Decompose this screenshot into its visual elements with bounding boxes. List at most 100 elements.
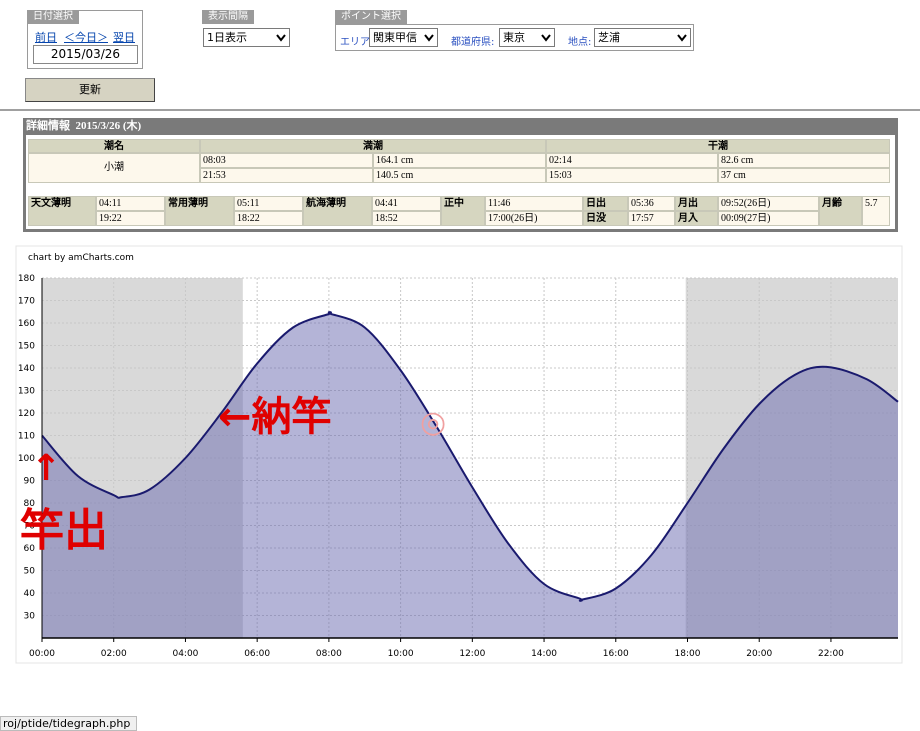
y-tick-label: 30 <box>24 612 36 622</box>
y-tick-label: 40 <box>24 589 36 599</box>
astro-value: 5.7 <box>862 196 890 226</box>
y-tick-label: 60 <box>24 544 36 554</box>
astro-label: 月出 <box>675 196 718 211</box>
astro-label: 日出 <box>583 196 628 211</box>
y-tick-label: 50 <box>24 567 36 577</box>
y-tick-label: 140 <box>18 364 35 374</box>
astro-value: 00:09(27日) <box>718 211 819 226</box>
astro-label: 月齢 <box>819 196 862 226</box>
dropdown-arrow <box>541 34 551 42</box>
x-tick-label: 12:00 <box>459 649 485 659</box>
x-tick-label: 08:00 <box>316 649 342 659</box>
tide-cell: 15:03 <box>546 168 718 183</box>
tide-chart: chart by amCharts.com 30 40 50 60 70 80 90 100 11… <box>15 245 903 664</box>
update-button[interactable]: 更新 <box>25 78 155 102</box>
astro-value: 17:00(26日) <box>485 211 583 226</box>
tide-header: 潮名 <box>28 139 200 153</box>
x-tick-label: 02:00 <box>101 649 127 659</box>
dropdown-arrow <box>677 34 687 42</box>
astro-value: 19:22 <box>96 211 165 226</box>
astro-value: 05:11 <box>234 196 303 211</box>
y-tick-label: 100 <box>18 454 35 464</box>
pref-label: 都道府県: <box>451 37 495 48</box>
astro-label: 正中 <box>441 196 485 226</box>
astro-value: 04:41 <box>372 196 441 211</box>
y-tick-label: 70 <box>24 522 36 532</box>
x-tick-label: 04:00 <box>172 649 198 659</box>
x-tick-label: 22:00 <box>818 649 844 659</box>
y-tick-label: 90 <box>24 477 36 487</box>
site-select[interactable]: 芝浦 <box>594 28 691 47</box>
x-tick-label: 10:00 <box>388 649 414 659</box>
details-title: 詳細情報 2015/3/26 (木) <box>23 118 898 135</box>
interval-select[interactable]: 1日表示 <box>203 28 290 47</box>
site-value: 芝浦 <box>598 31 620 44</box>
astro-value: 11:46 <box>485 196 583 211</box>
date-input[interactable]: 2015/03/26 <box>33 45 138 64</box>
x-tick-label: 18:00 <box>675 649 701 659</box>
y-tick-label: 150 <box>18 342 35 352</box>
x-tick-label: 20:00 <box>746 649 772 659</box>
next-day-link[interactable]: 翌日 <box>113 31 135 44</box>
today-link[interactable]: ＜今日＞ <box>64 31 108 44</box>
date-selector <box>27 10 143 69</box>
interval-title: 表示間隔 <box>202 10 254 24</box>
astro-value: 18:52 <box>372 211 441 226</box>
astro-label: 月入 <box>675 211 718 226</box>
astro-value: 05:36 <box>628 196 675 211</box>
annotation: ↑ <box>31 448 61 489</box>
y-tick-label: 130 <box>18 387 35 397</box>
site-label: 地点: <box>568 37 592 48</box>
tide-cell: 82.6 cm <box>718 153 890 168</box>
annotation: ←納竿 <box>218 394 332 440</box>
astro-label: 日没 <box>583 211 628 226</box>
tide-area <box>42 312 898 638</box>
date-selector-title: 日付選択 <box>27 10 79 24</box>
y-tick-label: 160 <box>18 319 35 329</box>
chart-credit: chart by amCharts.com <box>28 253 134 263</box>
dropdown-arrow <box>424 34 434 42</box>
interval-value: 1日表示 <box>207 31 247 44</box>
tide-header: 満潮 <box>200 139 546 153</box>
pref-select[interactable]: 東京 <box>499 28 555 47</box>
astro-label: 常用薄明 <box>165 196 234 226</box>
pref-value: 東京 <box>503 31 525 44</box>
status-bar: roj/ptide/tidegraph.php <box>0 716 138 731</box>
prev-day-link[interactable]: 前日 <box>35 31 57 44</box>
y-tick-label: 110 <box>18 432 35 442</box>
astro-value: 09:52(26日) <box>718 196 819 211</box>
area-value: 関東甲信 <box>373 31 417 44</box>
tide-header: 干潮 <box>546 139 890 153</box>
x-tick-label: 14:00 <box>531 649 557 659</box>
astro-value: 17:57 <box>628 211 675 226</box>
dropdown-arrow <box>276 34 286 42</box>
astro-value: 04:11 <box>96 196 165 211</box>
x-tick-label: 06:00 <box>244 649 270 659</box>
y-tick-label: 170 <box>18 297 35 307</box>
tide-name: 小潮 <box>28 153 200 183</box>
annotation: ◎ <box>420 405 446 440</box>
y-tick-label: 120 <box>18 409 35 419</box>
astro-label: 航海薄明 <box>303 196 372 226</box>
astro-value: 18:22 <box>234 211 303 226</box>
astro-label: 天文薄明 <box>28 196 96 226</box>
x-tick-label: 00:00 <box>29 649 55 659</box>
x-tick-label: 16:00 <box>603 649 629 659</box>
area-label: エリア: <box>340 37 374 48</box>
tide-cell: 08:03 <box>200 153 373 168</box>
tide-line <box>41 311 899 602</box>
point-selector <box>335 24 694 51</box>
divider <box>0 109 920 111</box>
annotation: 竿出 <box>20 505 108 556</box>
tide-cell: 164.1 cm <box>373 153 546 168</box>
tide-cell: 140.5 cm <box>373 168 546 183</box>
tide-cell: 37 cm <box>718 168 890 183</box>
tide-cell: 02:14 <box>546 153 718 168</box>
y-tick-label: 180 <box>18 274 35 284</box>
y-tick-label: 80 <box>24 499 36 509</box>
point-title: ポイント選択 <box>335 10 407 24</box>
tide-cell: 21:53 <box>200 168 373 183</box>
area-select[interactable]: 関東甲信 <box>369 28 438 47</box>
